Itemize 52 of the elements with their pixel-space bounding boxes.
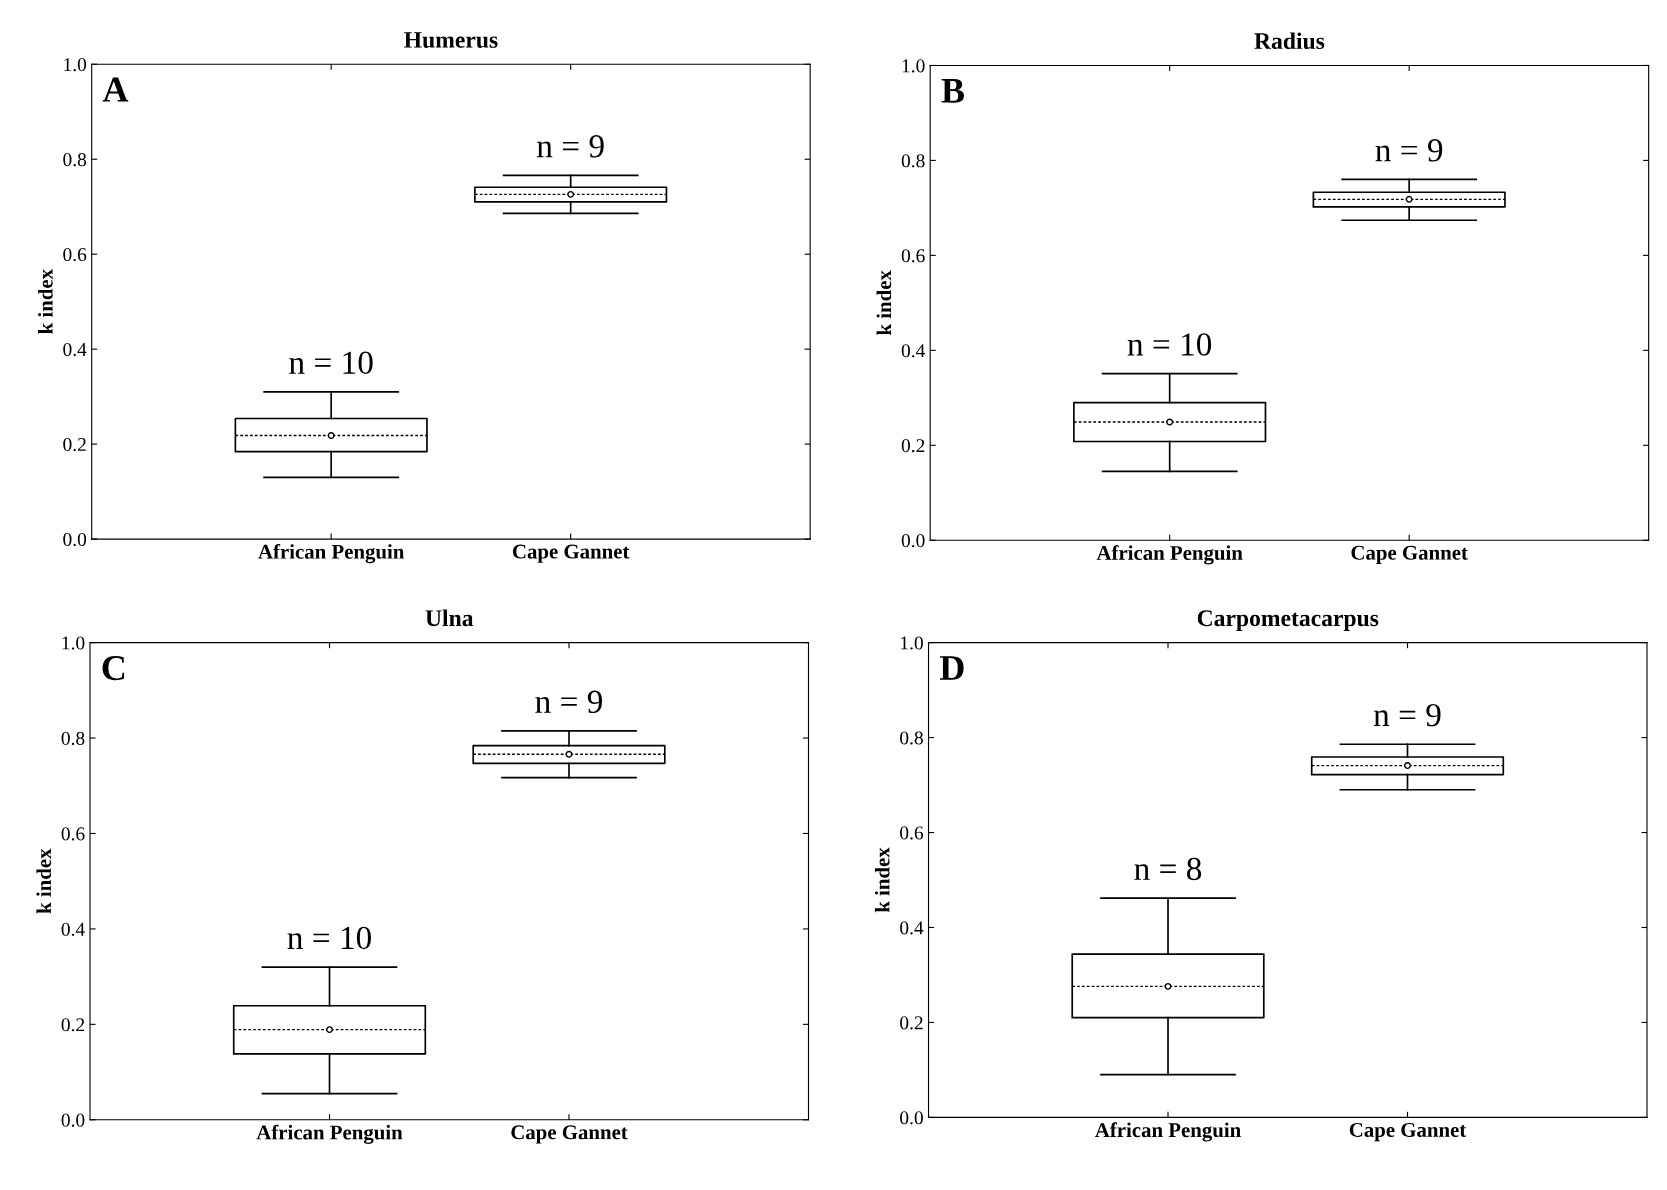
y-axis-title: k index [874, 847, 890, 913]
y-tick-label: 0.2 [901, 439, 925, 453]
annotation: n = 9 [535, 690, 603, 713]
y-tick-label: 0.6 [63, 248, 87, 262]
y-tick-label: 0.4 [900, 921, 924, 935]
x-tick-label: African Penguin [1095, 1122, 1241, 1142]
annotation: n = 10 [1127, 333, 1212, 356]
y-tick-label: 0.0 [901, 534, 925, 548]
y-tick-label: 0.6 [900, 826, 924, 840]
annotation: n = 10 [287, 926, 371, 950]
x-tick-label: Cape Gannet [1351, 545, 1468, 565]
x-tick-label: African Penguin [256, 1124, 403, 1144]
annotation: n = 8 [1134, 857, 1202, 881]
y-tick-label: 0.4 [61, 922, 85, 936]
y-tick-label: 1.0 [901, 636, 923, 650]
y-axis-title: k index [36, 848, 52, 914]
x-tick-label: African Penguin [258, 543, 405, 564]
chart-title: Ulna [425, 609, 474, 627]
y-tick-label: 0.8 [61, 731, 85, 746]
y-axis-title: k index [876, 270, 892, 336]
y-tick-label: 0.2 [900, 1016, 923, 1030]
y-tick-label: 0.0 [63, 532, 87, 547]
annotation: C [102, 656, 125, 681]
x-tick-label: Cape Gannet [1349, 1122, 1467, 1142]
y-tick-label: 0.6 [61, 827, 85, 841]
chart-title: Carpometacarpus [1197, 610, 1379, 631]
y-tick-label: 1.0 [62, 636, 85, 650]
y-tick-label: 0.4 [901, 344, 926, 358]
x-tick-label: African Penguin [1096, 545, 1243, 565]
y-tick-label: 0.2 [63, 437, 86, 452]
y-tick-label: 0.2 [61, 1018, 85, 1032]
annotation: n = 9 [1373, 703, 1441, 727]
x-tick-label: Cape Gannet [511, 1125, 628, 1144]
y-tick-label: 0.6 [901, 249, 925, 263]
y-tick-label: 0.0 [61, 1113, 85, 1127]
x-tick-label: Cape Gannet [512, 544, 630, 563]
annotation: B [941, 78, 965, 103]
annotation: A [102, 77, 129, 102]
y-tick-label: 0.0 [900, 1111, 923, 1125]
annotation: D [939, 656, 964, 680]
y-tick-label: 0.8 [63, 153, 87, 167]
y-axis-title: k index [38, 269, 53, 334]
y-tick-label: 1.0 [64, 58, 87, 72]
annotation: n = 9 [537, 135, 604, 158]
chart-title: Humerus [404, 32, 498, 48]
chart-title: Radius [1254, 32, 1325, 50]
y-tick-label: 0.4 [63, 342, 87, 357]
y-tick-label: 0.8 [900, 731, 923, 745]
annotation: n = 10 [289, 351, 373, 374]
y-tick-label: 1.0 [902, 59, 925, 73]
y-tick-label: 0.8 [901, 154, 925, 168]
annotation: n = 9 [1375, 139, 1443, 162]
